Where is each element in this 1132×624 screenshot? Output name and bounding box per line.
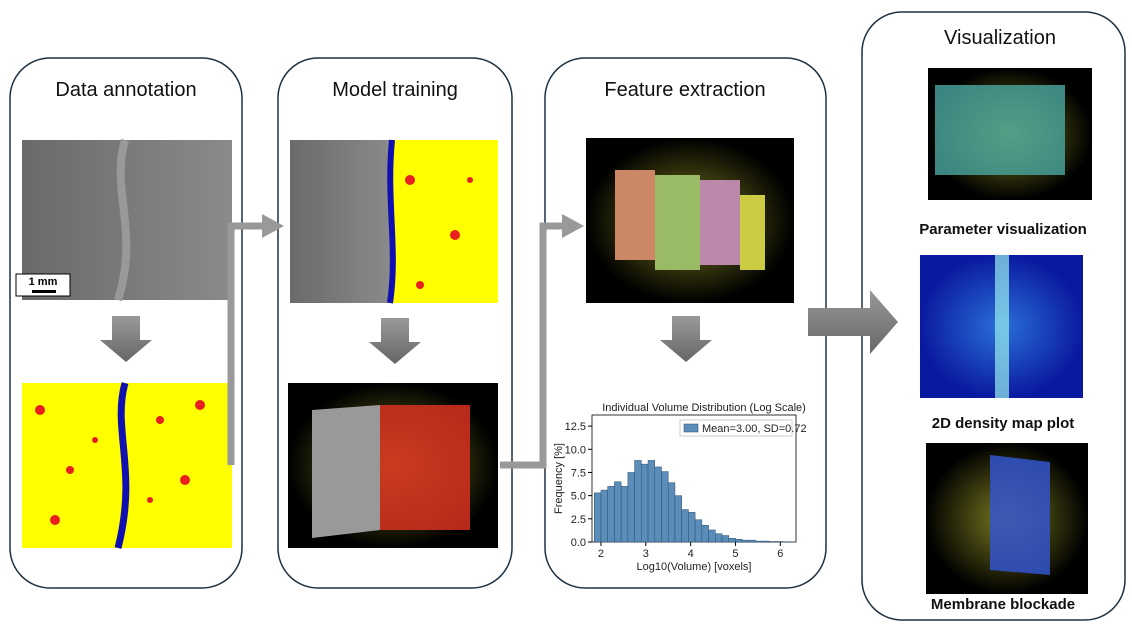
histogram-bar bbox=[762, 540, 770, 543]
histogram-bar bbox=[728, 538, 736, 543]
scale-bar bbox=[32, 290, 56, 293]
panel bbox=[277, 57, 513, 589]
x-tick-label: 3 bbox=[643, 548, 649, 560]
histogram-bar bbox=[600, 489, 608, 543]
legend-swatch bbox=[683, 423, 699, 433]
histogram-bar bbox=[735, 538, 743, 543]
panel-title: Feature extraction bbox=[604, 79, 765, 101]
density-band bbox=[995, 255, 1009, 398]
connector bbox=[500, 222, 565, 469]
ct-image bbox=[290, 140, 390, 303]
histogram-bar bbox=[681, 509, 689, 543]
y-tick-label: 0.0 bbox=[571, 537, 586, 549]
panel-title: Visualization bbox=[944, 27, 1056, 49]
render-block bbox=[312, 405, 380, 538]
histogram-bar bbox=[641, 463, 649, 543]
y-tick-label: 10.0 bbox=[565, 444, 586, 456]
y-tick-label: 2.5 bbox=[571, 514, 586, 526]
histogram-bar bbox=[627, 472, 635, 543]
histogram-bar bbox=[614, 481, 622, 543]
histogram-bar bbox=[661, 471, 669, 543]
histogram-bar bbox=[701, 525, 709, 543]
caption: Parameter visualization bbox=[919, 221, 1087, 238]
feature-particles bbox=[615, 170, 765, 270]
histogram-bar bbox=[755, 540, 763, 543]
histogram-bar bbox=[654, 466, 662, 543]
panel-title: Model training bbox=[332, 79, 458, 101]
histogram-bar bbox=[748, 539, 756, 543]
histogram-bar bbox=[688, 512, 696, 543]
connector bbox=[227, 222, 265, 465]
blockade-membrane bbox=[990, 455, 1050, 575]
scale-bar-label: 1 mm bbox=[29, 276, 58, 288]
prediction-membrane bbox=[387, 139, 396, 304]
histogram: Individual Volume Distribution (Log Scal… bbox=[553, 402, 807, 573]
histogram-title: Individual Volume Distribution (Log Scal… bbox=[602, 402, 806, 414]
histogram-bar bbox=[674, 495, 682, 543]
histogram-bar bbox=[647, 460, 656, 543]
legend-box bbox=[679, 419, 793, 437]
histogram-bar bbox=[593, 492, 602, 543]
legend-label: Mean=3.00, SD=0.72 bbox=[702, 423, 807, 435]
panel-title: Data annotation bbox=[55, 79, 196, 101]
histogram-bar bbox=[715, 533, 723, 543]
prediction-image bbox=[390, 140, 498, 303]
arrow-head bbox=[562, 214, 584, 238]
arrow-down bbox=[100, 316, 152, 362]
arrow-down bbox=[660, 316, 712, 362]
x-tick-label: 5 bbox=[732, 548, 738, 560]
x-axis-label: Log10(Volume) [voxels] bbox=[637, 561, 752, 573]
y-tick-label: 7.5 bbox=[571, 467, 586, 479]
histogram-bar bbox=[667, 482, 676, 543]
histogram-bar bbox=[607, 486, 615, 543]
render-particles bbox=[380, 405, 470, 530]
y-axis-label: Frequency [%] bbox=[553, 443, 565, 514]
histogram-bar bbox=[694, 519, 703, 543]
x-tick-label: 4 bbox=[688, 548, 694, 560]
ct-membrane bbox=[114, 138, 131, 302]
prediction-particles bbox=[405, 175, 473, 289]
caption: Membrane blockade bbox=[931, 596, 1075, 613]
arrow-down bbox=[369, 318, 421, 364]
annotation-membrane bbox=[114, 382, 130, 549]
y-tick-label: 5.0 bbox=[571, 491, 586, 503]
x-tick-label: 6 bbox=[777, 548, 783, 560]
annotation-particles bbox=[35, 400, 205, 525]
scale-bar-box bbox=[15, 273, 71, 297]
arrow-right bbox=[808, 290, 898, 354]
histogram-bar bbox=[634, 460, 642, 543]
panel bbox=[9, 57, 243, 589]
caption: 2D density map plot bbox=[932, 415, 1075, 432]
x-tick-label: 2 bbox=[598, 548, 604, 560]
histogram-bar bbox=[741, 539, 750, 543]
histogram-bar bbox=[708, 529, 716, 543]
histogram-bar bbox=[620, 486, 629, 543]
y-tick-label: 12.5 bbox=[565, 421, 586, 433]
parameter-particles bbox=[935, 85, 1065, 175]
arrow-head bbox=[262, 214, 284, 238]
histogram-bar bbox=[721, 535, 729, 543]
